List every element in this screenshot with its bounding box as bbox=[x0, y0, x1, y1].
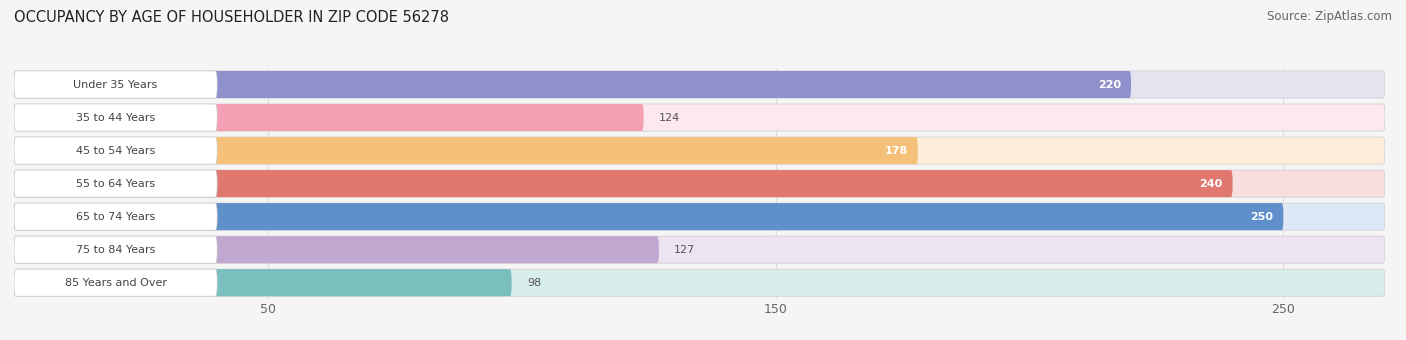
Text: 45 to 54 Years: 45 to 54 Years bbox=[76, 146, 155, 156]
Text: 240: 240 bbox=[1199, 178, 1222, 189]
Text: 35 to 44 Years: 35 to 44 Years bbox=[76, 113, 155, 122]
FancyBboxPatch shape bbox=[14, 71, 1385, 98]
Text: 55 to 64 Years: 55 to 64 Years bbox=[76, 178, 155, 189]
FancyBboxPatch shape bbox=[14, 71, 1130, 98]
FancyBboxPatch shape bbox=[14, 104, 644, 131]
Text: OCCUPANCY BY AGE OF HOUSEHOLDER IN ZIP CODE 56278: OCCUPANCY BY AGE OF HOUSEHOLDER IN ZIP C… bbox=[14, 10, 449, 25]
Text: 250: 250 bbox=[1250, 211, 1274, 222]
FancyBboxPatch shape bbox=[14, 203, 1284, 230]
FancyBboxPatch shape bbox=[14, 170, 217, 197]
FancyBboxPatch shape bbox=[14, 203, 217, 230]
Text: Source: ZipAtlas.com: Source: ZipAtlas.com bbox=[1267, 10, 1392, 23]
Text: 65 to 74 Years: 65 to 74 Years bbox=[76, 211, 155, 222]
FancyBboxPatch shape bbox=[14, 137, 918, 164]
FancyBboxPatch shape bbox=[14, 203, 1385, 230]
Text: 127: 127 bbox=[673, 245, 696, 255]
Text: 85 Years and Over: 85 Years and Over bbox=[65, 278, 166, 288]
FancyBboxPatch shape bbox=[14, 170, 1385, 197]
FancyBboxPatch shape bbox=[14, 269, 512, 296]
Text: 124: 124 bbox=[659, 113, 681, 122]
Text: 220: 220 bbox=[1098, 80, 1121, 89]
FancyBboxPatch shape bbox=[14, 236, 1385, 263]
FancyBboxPatch shape bbox=[14, 170, 1233, 197]
Text: 75 to 84 Years: 75 to 84 Years bbox=[76, 245, 155, 255]
FancyBboxPatch shape bbox=[14, 104, 1385, 131]
FancyBboxPatch shape bbox=[14, 269, 217, 296]
FancyBboxPatch shape bbox=[14, 236, 217, 263]
FancyBboxPatch shape bbox=[14, 236, 659, 263]
FancyBboxPatch shape bbox=[14, 269, 1385, 296]
FancyBboxPatch shape bbox=[14, 137, 1385, 164]
FancyBboxPatch shape bbox=[14, 104, 217, 131]
Text: Under 35 Years: Under 35 Years bbox=[73, 80, 157, 89]
FancyBboxPatch shape bbox=[14, 137, 217, 164]
Text: 98: 98 bbox=[527, 278, 541, 288]
Text: 178: 178 bbox=[884, 146, 908, 156]
FancyBboxPatch shape bbox=[14, 71, 217, 98]
